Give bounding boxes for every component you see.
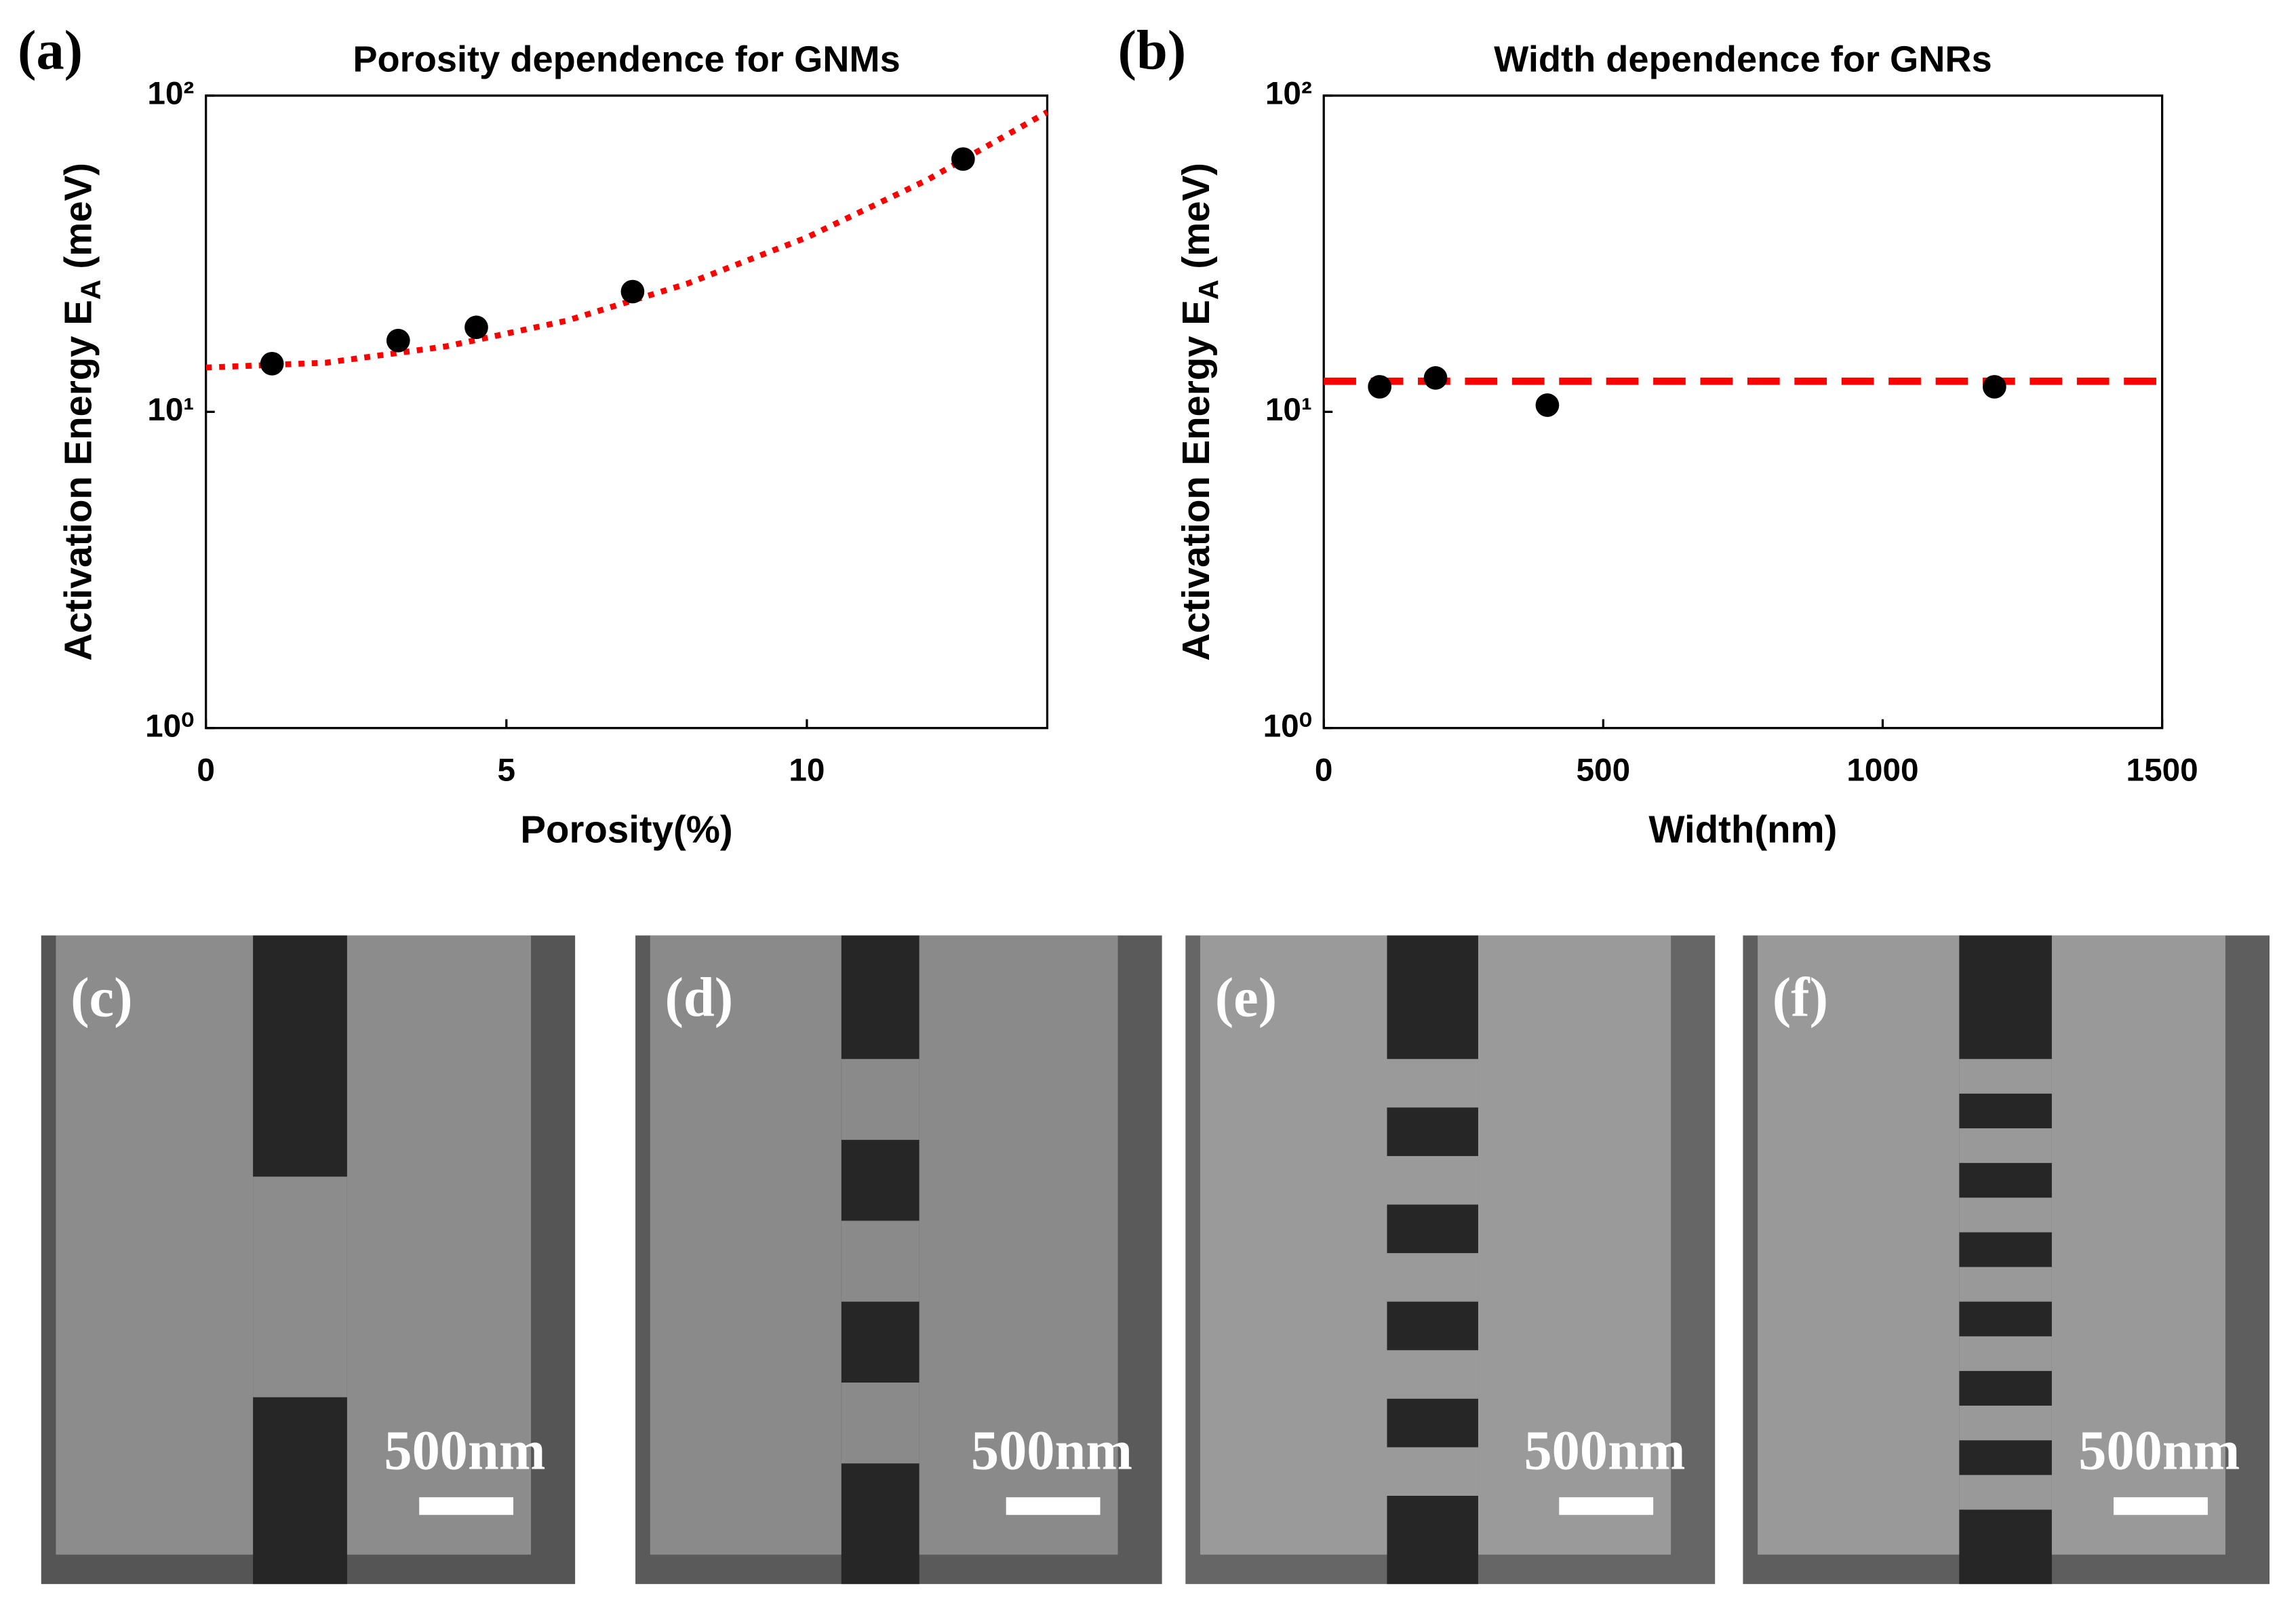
electrode [919,935,1118,1555]
ribbon [1959,1128,2052,1164]
ribbon [253,1176,347,1397]
data-point [386,328,410,353]
data-point [1982,375,2006,399]
chart-title: Porosity dependence for GNMs [353,39,900,79]
ribbon [1387,1447,1478,1496]
x-tick-label: 5 [498,752,516,788]
ribbon [1959,1406,2052,1441]
scale-bar-label: 500nm [1524,1419,1685,1481]
x-axis-label: Width(nm) [1648,808,1837,851]
data-point [951,147,975,171]
y-tick-label: 10⁰ [1263,708,1312,744]
y-axis-label-tail: (meV) [1174,163,1217,279]
electrode [650,935,842,1555]
y-axis-label-text: Activation Energy E [1174,300,1217,661]
fit-line [205,109,1049,371]
electrode [2051,935,2225,1555]
electrode [1478,935,1671,1555]
y-tick-label: 10⁰ [145,708,194,744]
plot-frame [205,94,1049,730]
data-point [1423,366,1448,390]
x-tick-label: 1000 [1846,752,1918,788]
y-tick-label: 10² [147,76,194,112]
electrode [347,935,532,1555]
ribbon [1387,1058,1478,1108]
y-tick-label: 10¹ [147,392,194,428]
data-point [464,315,488,340]
electrode [1758,935,1960,1555]
x-tick-label: 1500 [2126,752,2198,788]
ribbon [1959,1267,2052,1302]
x-tick-label: 500 [1577,752,1631,788]
ribbon [1959,1336,2052,1371]
scale-bar-label: 500nm [384,1419,545,1481]
image-label: (c) [71,966,132,1028]
scale-bar [1559,1497,1654,1515]
data-point [1368,375,1391,399]
image-label: (f) [1773,966,1828,1028]
ribbon [841,1221,919,1302]
x-tick-label: 0 [1315,752,1333,788]
x-axis-label: Porosity(%) [520,808,732,851]
x-tick-label: 10 [789,752,825,788]
ribbon [1959,1197,2052,1233]
panel-label: (a) [18,19,83,81]
y-axis-label-sub: A [1193,279,1224,300]
image-label: (d) [665,966,733,1028]
data-point [260,351,284,376]
electrode [1200,935,1387,1555]
plot-frame [1322,94,2164,730]
ribbon [841,1382,919,1464]
y-axis-label-text: Activation Energy E [56,300,99,661]
panel-label: (b) [1118,19,1187,81]
data-point [1535,393,1560,417]
scale-bar [1006,1497,1101,1515]
data-point [620,279,645,304]
ribbon [1387,1155,1478,1205]
y-axis-label-tail: (meV) [56,163,99,279]
chart-title: Width dependence for GNRs [1494,39,1992,79]
electrode [56,935,254,1555]
image-label: (e) [1215,966,1277,1028]
y-tick-label: 10¹ [1265,392,1312,428]
y-axis-label: Activation Energy EA (meV) [56,163,106,661]
scale-bar-label: 500nm [2078,1419,2240,1481]
scale-bar-label: 500nm [971,1419,1132,1481]
scale-bar [2114,1497,2208,1515]
x-tick-label: 0 [197,752,215,788]
ribbon [1959,1058,2052,1094]
y-tick-label: 10² [1265,76,1312,112]
ribbon [1387,1350,1478,1399]
scale-bar [419,1497,514,1515]
ribbon [841,1058,919,1140]
ribbon [1387,1253,1478,1302]
y-axis-label: Activation Energy EA (meV) [1174,163,1224,661]
y-axis-label-sub: A [75,279,106,300]
ribbon [1959,1475,2052,1510]
